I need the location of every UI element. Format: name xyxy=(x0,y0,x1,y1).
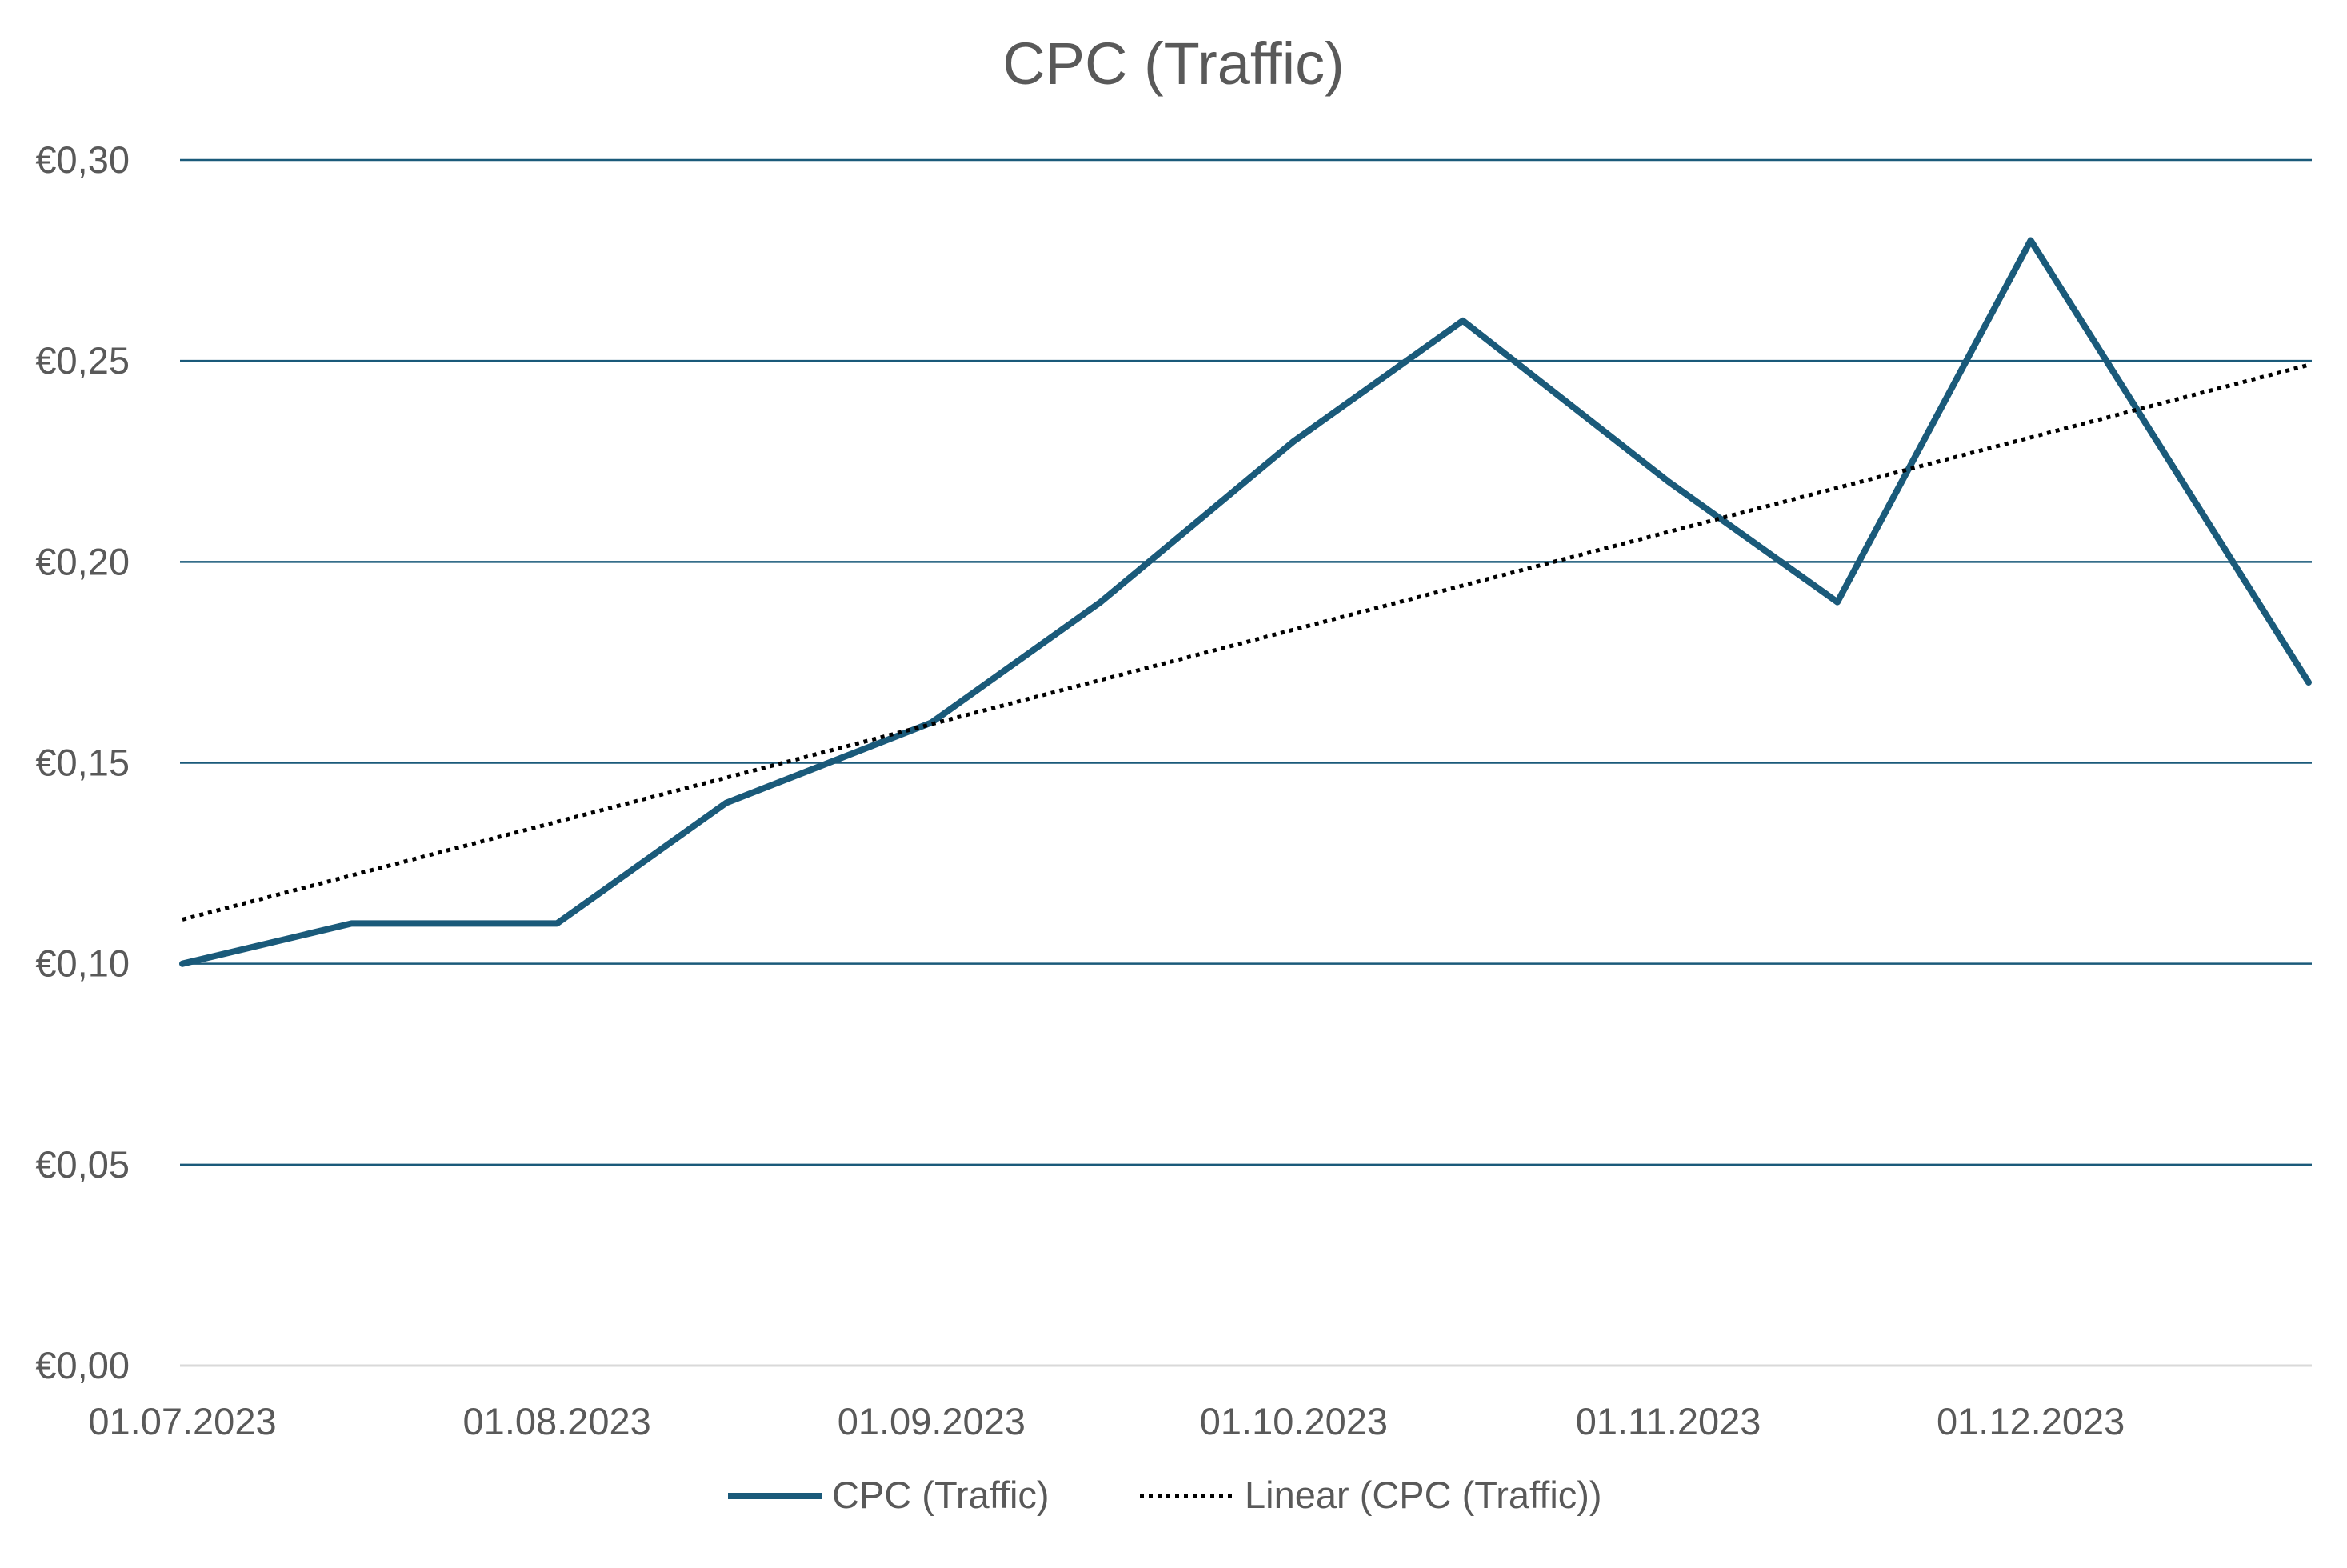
y-tick-label: €0,05 xyxy=(35,1143,130,1186)
x-axis-tick-labels: 01.07.2023 01.08.2023 01.09.2023 01.10.2023… xyxy=(88,1400,2125,1442)
series-lines xyxy=(179,237,2312,967)
trendline-series xyxy=(182,362,2309,922)
x-tick-label: 01.08.2023 xyxy=(463,1400,651,1442)
y-tick-label: €0,10 xyxy=(35,942,130,985)
cpc-series-line xyxy=(179,237,2312,967)
chart-title: CPC (Traffic) xyxy=(1002,30,1345,97)
y-axis-tick-labels: €0,00 €0,05 €0,10 €0,15 €0,20 €0,25 €0,30 xyxy=(35,138,130,1386)
x-tick-label: 01.07.2023 xyxy=(88,1400,276,1442)
gridlines xyxy=(180,158,2312,1367)
x-tick-label: 01.09.2023 xyxy=(838,1400,1026,1442)
legend-label: CPC (Traffic) xyxy=(832,1474,1050,1516)
x-tick-label: 01.10.2023 xyxy=(1200,1400,1388,1442)
y-tick-label: €0,20 xyxy=(35,540,130,582)
legend: CPC (Traffic) Linear (CPC (Traffic)) xyxy=(728,1474,1602,1516)
legend-label: Linear (CPC (Traffic)) xyxy=(1245,1474,1602,1516)
y-tick-label: €0,25 xyxy=(35,339,130,382)
y-tick-label: €0,00 xyxy=(35,1344,130,1386)
y-tick-label: €0,15 xyxy=(35,742,130,784)
y-tick-label: €0,30 xyxy=(35,138,130,181)
x-tick-label: 01.11.2023 xyxy=(1576,1400,1761,1442)
x-tick-label: 01.12.2023 xyxy=(1937,1400,2125,1442)
